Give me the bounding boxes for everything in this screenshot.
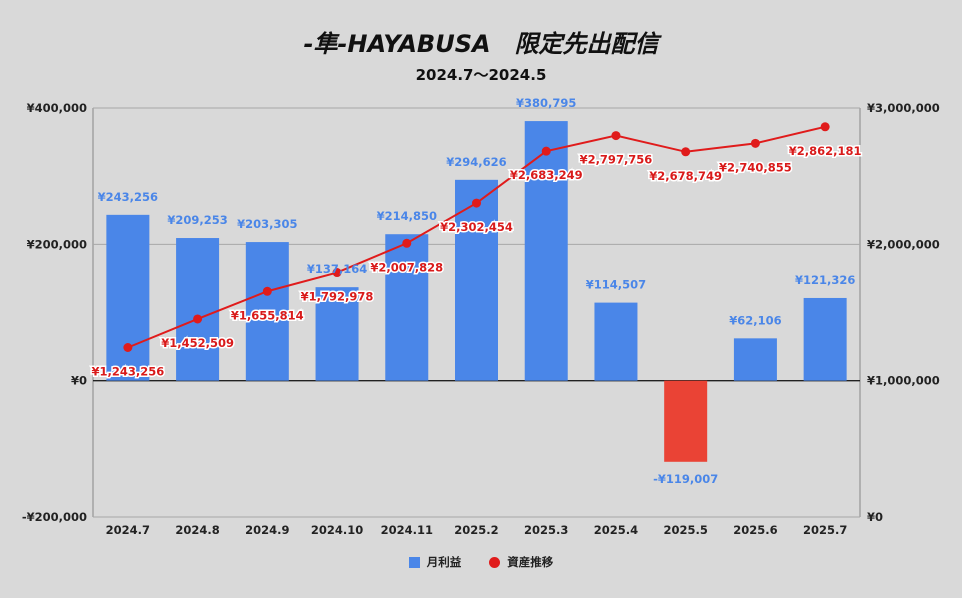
bar-data-label: ¥294,626 [446,155,506,169]
x-tick-label: 2024.8 [175,523,219,537]
line-data-label: ¥1,452,509 [161,336,234,350]
line-point [402,238,412,248]
bar [594,302,638,381]
bar [106,214,150,381]
line-point [820,122,830,132]
x-tick-label: 2025.4 [594,523,638,537]
bar [733,338,777,381]
x-tick-label: 2024.10 [311,523,363,537]
x-tick-label: 2025.5 [663,523,707,537]
line-point [332,268,342,278]
bar [455,179,498,381]
bar-data-label: ¥243,256 [98,190,158,204]
y-tick-left: ¥0 [71,374,87,388]
bar [176,238,220,381]
line-data-label: ¥1,243,256 [91,365,164,379]
x-tick-label: 2024.9 [245,523,289,537]
bar [664,380,708,462]
line-data-label: ¥1,792,978 [301,290,374,304]
x-tick-label: 2025.3 [524,523,568,537]
x-tick-label: 2024.7 [106,523,150,537]
line-point [681,147,691,157]
line-data-label: ¥2,862,181 [789,144,862,158]
bar-data-label: ¥62,106 [729,313,781,327]
x-tick-label: 2025.6 [733,523,777,537]
bar-data-label: ¥203,305 [237,217,297,231]
y-tick-left: ¥400,000 [27,101,87,115]
bar [245,242,289,381]
bar-data-label: ¥380,795 [516,96,576,110]
line-point [472,198,481,208]
bar-data-label: ¥121,326 [795,273,855,287]
x-tick-label: 2024.11 [381,523,433,537]
bar [803,297,847,381]
line-point [193,314,203,324]
chart-title: -隼-HAYABUSA 限定先出配信 [303,30,659,58]
line-point [123,343,133,353]
line-point [750,138,760,148]
line-data-label: ¥2,007,828 [370,260,443,274]
legend-item-line[interactable]: 資産推移 [489,554,553,570]
y-tick-right: ¥1,000,000 [867,374,940,388]
chart-subtitle: 2024.7～2024.5 [415,66,547,84]
line-data-label: ¥2,678,749 [649,169,722,183]
legend-swatch-line [489,556,501,568]
legend-label-line: 資産推移 [507,555,554,569]
x-tick-label: 2025.7 [803,523,847,537]
line-data-label: ¥1,655,814 [231,308,304,322]
bar-data-label: ¥137,164 [307,262,367,276]
bar [524,121,568,381]
legend-swatch-bar [408,556,420,568]
line-point [262,286,272,296]
line-data-label: ¥2,740,855 [719,160,792,174]
line-point [541,146,551,156]
bar-data-label: ¥209,253 [167,213,227,227]
bar-data-label: ¥214,850 [377,209,437,223]
y-tick-right: ¥0 [867,510,883,524]
legend-item-bar[interactable]: 月利益 [408,554,462,570]
y-tick-right: ¥3,000,000 [867,101,940,115]
y-tick-left: ¥200,000 [27,237,87,251]
bar [385,234,429,381]
bar-data-label: -¥119,007 [653,472,718,486]
legend-label-bar: 月利益 [426,555,462,569]
line-data-label: ¥2,683,249 [510,168,583,182]
x-tick-label: 2025.2 [454,523,498,537]
line-data-label: ¥2,302,454 [440,220,513,234]
legend: 月利益 資産推移 [0,554,962,570]
line-data-label: ¥2,797,756 [580,153,653,167]
line-point [611,131,621,141]
bar-data-label: ¥114,507 [586,278,646,292]
bar [315,287,359,381]
y-tick-left: -¥200,000 [22,510,87,524]
y-tick-right: ¥2,000,000 [867,237,940,251]
